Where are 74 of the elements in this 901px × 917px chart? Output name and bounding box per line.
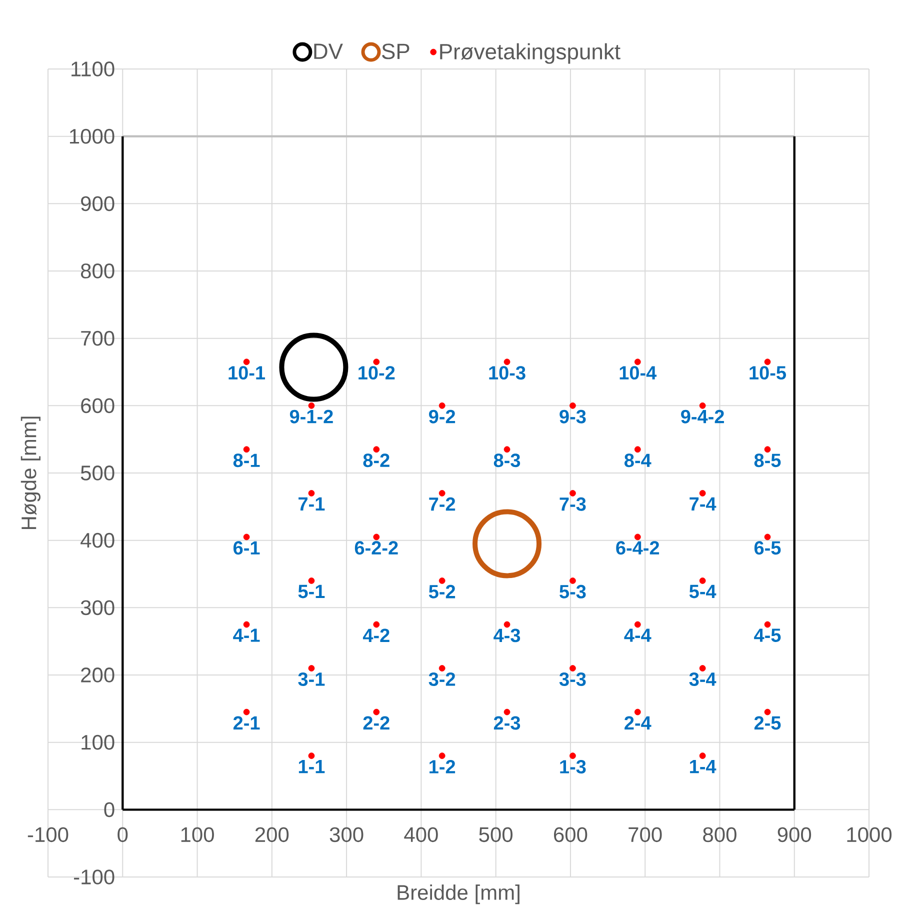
data-label: 7-3 bbox=[560, 497, 586, 511]
data-label: 2-4 bbox=[624, 716, 652, 730]
data-label: 8-2 bbox=[363, 454, 390, 468]
data-label: 9-2 bbox=[429, 410, 456, 424]
y-tick-label: 500 bbox=[80, 466, 114, 480]
data-label: 4-5 bbox=[754, 628, 781, 642]
x-tick-label: 300 bbox=[330, 827, 364, 842]
data-label: 6-1 bbox=[233, 541, 260, 555]
data-label: 9-3 bbox=[560, 410, 586, 424]
data-label: 8-4 bbox=[624, 454, 652, 468]
x-tick-label: 400 bbox=[404, 827, 438, 842]
y-tick-label: 900 bbox=[81, 196, 114, 212]
x-tick-label: 700 bbox=[628, 827, 662, 842]
legend-label: SP bbox=[382, 44, 410, 60]
x-tick-label: 0 bbox=[118, 827, 128, 842]
data-label: 9-1-2 bbox=[290, 410, 333, 424]
data-label: 2-1 bbox=[233, 716, 260, 730]
y-tick-label: 600 bbox=[81, 398, 114, 414]
x-axis-title: Breidde [mm] bbox=[398, 884, 520, 904]
data-label: 3-3 bbox=[559, 672, 586, 686]
data-label: 3-2 bbox=[428, 672, 456, 686]
data-label: 2-3 bbox=[494, 716, 520, 730]
data-label: 3-4 bbox=[689, 672, 716, 686]
data-label: 5-3 bbox=[560, 584, 586, 598]
data-label: 1-1 bbox=[298, 760, 325, 774]
legend-label: DV bbox=[314, 44, 343, 59]
data-label: 10-4 bbox=[620, 366, 657, 380]
y-tick-label: 200 bbox=[81, 668, 114, 682]
data-label: 1-2 bbox=[430, 760, 456, 774]
x-tick-label: 900 bbox=[778, 827, 812, 842]
data-label: 6-4-2 bbox=[616, 541, 660, 555]
y-tick-label: 700 bbox=[81, 330, 114, 346]
data-label: 2-2 bbox=[363, 716, 390, 730]
data-label: 7-4 bbox=[690, 497, 716, 510]
y-tick-label: 100 bbox=[82, 734, 114, 750]
data-label: 3-1 bbox=[298, 672, 325, 686]
x-tick-label: -100 bbox=[28, 827, 68, 842]
data-label: 4-3 bbox=[494, 628, 520, 642]
data-label: 6-5 bbox=[754, 541, 781, 555]
y-tick-label: 400 bbox=[80, 532, 114, 548]
data-label: 8-1 bbox=[233, 454, 260, 468]
data-label: 5-2 bbox=[428, 584, 456, 598]
data-label: 4-2 bbox=[362, 628, 390, 642]
data-label: 7-2 bbox=[429, 497, 456, 511]
data-label: 8-5 bbox=[754, 454, 781, 468]
data-label: 5-4 bbox=[689, 584, 716, 598]
data-label: 9-4-2 bbox=[681, 410, 724, 424]
y-axis-title: Høgde [mm] bbox=[20, 416, 40, 530]
data-label: 10-3 bbox=[489, 366, 526, 380]
data-label: 6-2-2 bbox=[354, 541, 398, 555]
data-label: 1-4 bbox=[690, 760, 716, 774]
x-tick-label: 100 bbox=[181, 827, 214, 842]
x-tick-label: 500 bbox=[479, 827, 513, 842]
data-label: 10-2 bbox=[358, 366, 395, 380]
y-tick-label: 300 bbox=[80, 600, 114, 616]
x-tick-label: 600 bbox=[554, 827, 588, 842]
data-label: 2-5 bbox=[754, 716, 781, 730]
legend-label: Prøvetakingspunkt bbox=[440, 43, 620, 64]
y-tick-label: 1100 bbox=[72, 62, 114, 76]
data-label: 7-1 bbox=[298, 497, 325, 510]
y-tick-label: 800 bbox=[80, 264, 114, 278]
y-tick-label: 0 bbox=[104, 802, 114, 818]
data-label: 8-3 bbox=[494, 454, 520, 468]
data-label: 1-3 bbox=[560, 760, 586, 774]
data-label: 5-1 bbox=[298, 584, 325, 598]
y-tick-label: -100 bbox=[74, 870, 114, 884]
data-label: 4-4 bbox=[624, 628, 652, 642]
x-tick-label: 200 bbox=[255, 827, 289, 842]
x-tick-label: 800 bbox=[703, 827, 736, 842]
data-label: 10-1 bbox=[228, 366, 266, 380]
x-tick-label: 1000 bbox=[847, 827, 892, 842]
y-tick-label: 1000 bbox=[70, 128, 114, 144]
data-label: 10-5 bbox=[750, 366, 786, 380]
data-label: 4-1 bbox=[233, 628, 260, 642]
